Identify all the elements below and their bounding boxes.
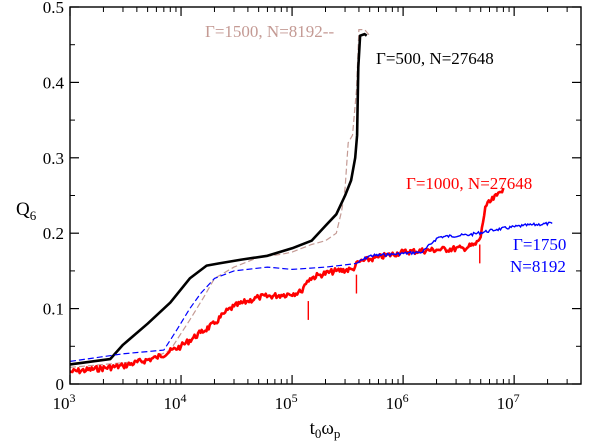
series-layer [69, 29, 553, 375]
y-tick-label: 0.5 [43, 0, 64, 17]
plot-frame [69, 6, 582, 385]
series-gamma-1750-line-dashed [69, 262, 357, 362]
annotation-gamma-1500: Γ=1500, N=8192-- [205, 22, 334, 41]
y-tick-label: 0.1 [43, 300, 64, 319]
series-gamma-500-line [69, 32, 368, 366]
y-axis-label-main: Q [16, 199, 30, 220]
y-tick-label: 0.3 [43, 149, 64, 168]
x-tick-label: 105 [275, 391, 298, 413]
marker-layer [307, 244, 481, 320]
x-axis-label-main: t [310, 418, 316, 439]
annotation-gamma-1000: Γ=1000, N=27648 [406, 174, 532, 193]
x-tick-label: 107 [497, 391, 520, 413]
annotation-gamma-500: Γ=500, N=27648 [376, 49, 494, 68]
series-gamma-1750-line [356, 221, 553, 264]
annotation-gamma-1750: Γ=1750 [513, 235, 566, 254]
x-axis-label: t0ωp [310, 418, 341, 441]
annotation-n-8192: N=8192 [510, 257, 566, 276]
x-axis-label-mid: ω [321, 418, 334, 439]
y-tick-label: 0.4 [43, 73, 65, 92]
y-axis-label: Q6 [16, 199, 37, 223]
x-tick-label: 103 [53, 391, 76, 413]
series-gamma-1000-line [69, 187, 505, 375]
x-axis-label-sub2: p [334, 426, 341, 441]
x-tick-label: 106 [386, 391, 409, 413]
series-gamma-1500-line [69, 29, 371, 368]
x-tick-label: 104 [164, 391, 187, 413]
y-axis-label-sub: 6 [30, 208, 37, 223]
y-tick-label: 0.2 [43, 224, 64, 243]
y-tick-label: 0 [56, 375, 65, 394]
tick-layer: 0 0.1 0.2 0.3 0.4 0.5 103 104 105 106 107 [43, 0, 582, 413]
x-axis-label-sub1: 0 [315, 426, 322, 441]
